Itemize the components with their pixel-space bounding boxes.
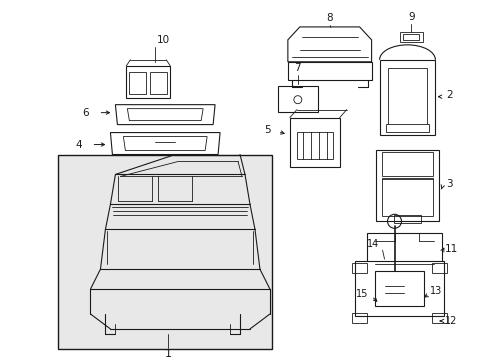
Bar (431, 263, 447, 273)
Bar (385, 123, 428, 131)
Bar (387, 68, 427, 127)
Bar (351, 313, 366, 323)
Text: 12: 12 (444, 316, 457, 326)
Bar (287, 62, 371, 80)
Bar (129, 72, 146, 94)
Text: 15: 15 (356, 289, 368, 299)
Bar (126, 66, 170, 98)
Bar (375, 149, 439, 221)
Text: 8: 8 (326, 13, 332, 23)
Text: 9: 9 (407, 12, 414, 22)
Bar (296, 131, 332, 159)
Bar (150, 72, 167, 94)
Bar (351, 263, 366, 273)
Bar (58, 154, 271, 349)
Text: 14: 14 (366, 239, 378, 249)
Text: 3: 3 (445, 179, 452, 189)
Bar (289, 118, 339, 167)
Text: 13: 13 (429, 286, 442, 296)
Bar (277, 86, 317, 112)
Bar (403, 34, 419, 40)
Text: 2: 2 (445, 90, 452, 100)
Text: 4: 4 (75, 140, 81, 149)
Bar (374, 271, 424, 306)
Text: 10: 10 (156, 35, 169, 45)
Bar (431, 313, 447, 323)
Bar (399, 32, 423, 42)
Bar (354, 261, 444, 316)
Text: 6: 6 (82, 108, 89, 118)
Text: 1: 1 (164, 349, 171, 359)
Text: 11: 11 (444, 244, 457, 254)
Bar (381, 179, 432, 216)
Bar (366, 233, 442, 271)
Bar (381, 152, 432, 176)
Text: 5: 5 (264, 125, 271, 135)
Bar (393, 215, 421, 223)
Bar (379, 60, 434, 135)
Text: 7: 7 (294, 63, 301, 73)
